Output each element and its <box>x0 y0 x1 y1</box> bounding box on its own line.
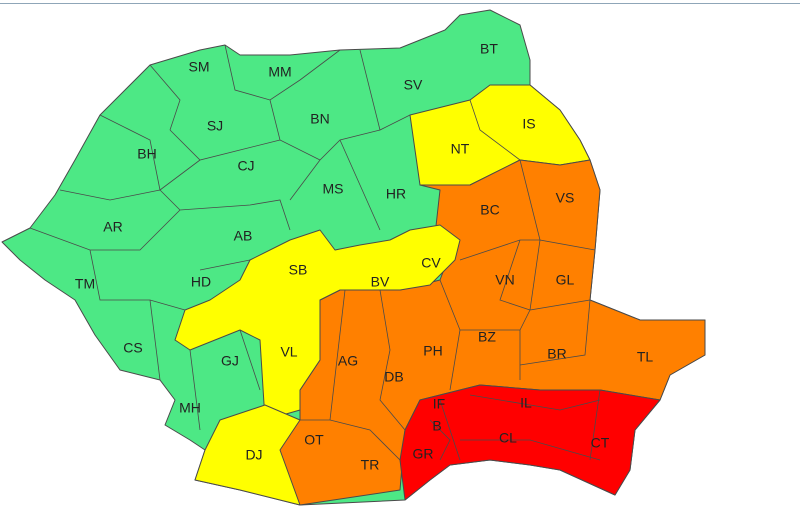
county-label-br[interactable]: BR <box>547 346 566 362</box>
county-label-b[interactable]: B <box>432 418 441 434</box>
county-label-is[interactable]: IS <box>522 116 535 132</box>
county-label-bz[interactable]: BZ <box>478 329 496 345</box>
county-label-ot[interactable]: OT <box>304 432 324 448</box>
yellow-alert-zone-center <box>174 224 461 421</box>
top-divider-line <box>0 3 800 4</box>
county-label-sj[interactable]: SJ <box>207 118 223 134</box>
county-label-tl[interactable]: TL <box>637 349 654 365</box>
county-label-tm[interactable]: TM <box>75 276 95 292</box>
county-label-db[interactable]: DB <box>384 369 403 385</box>
county-label-bv[interactable]: BV <box>371 274 390 290</box>
red-alert-zone <box>399 384 661 501</box>
county-label-vn[interactable]: VN <box>495 272 514 288</box>
county-label-ab[interactable]: AB <box>234 228 253 244</box>
county-label-sv[interactable]: SV <box>404 77 423 93</box>
county-label-sb[interactable]: SB <box>289 262 308 278</box>
county-label-mm[interactable]: MM <box>268 64 291 80</box>
county-label-gr[interactable]: GR <box>413 446 434 462</box>
county-label-dj[interactable]: DJ <box>245 447 262 463</box>
county-label-hr[interactable]: HR <box>386 186 406 202</box>
county-label-if[interactable]: IF <box>433 396 445 412</box>
county-label-gl[interactable]: GL <box>556 272 575 288</box>
county-label-cs[interactable]: CS <box>123 340 142 356</box>
county-label-ms[interactable]: MS <box>323 181 344 197</box>
county-label-cj[interactable]: CJ <box>237 158 254 174</box>
county-label-il[interactable]: IL <box>520 395 532 411</box>
county-label-cv[interactable]: CV <box>421 255 441 271</box>
county-label-ag[interactable]: AG <box>338 353 358 369</box>
county-label-tr[interactable]: TR <box>361 457 380 473</box>
county-label-bn[interactable]: BN <box>310 111 329 127</box>
county-label-nt[interactable]: NT <box>451 141 470 157</box>
county-label-bt[interactable]: BT <box>480 41 498 57</box>
county-label-ph[interactable]: PH <box>423 343 442 359</box>
county-label-mh[interactable]: MH <box>179 400 201 416</box>
county-label-vl[interactable]: VL <box>280 344 297 360</box>
county-label-hd[interactable]: HD <box>191 274 211 290</box>
county-label-sm[interactable]: SM <box>189 59 210 75</box>
county-label-ct[interactable]: CT <box>591 435 610 451</box>
county-label-bh[interactable]: BH <box>137 146 156 162</box>
county-label-cl[interactable]: CL <box>499 430 517 446</box>
county-label-bc[interactable]: BC <box>480 202 499 218</box>
county-label-gj[interactable]: GJ <box>221 353 239 369</box>
county-label-vs[interactable]: VS <box>556 190 575 206</box>
county-borders <box>29 44 601 461</box>
county-label-ar[interactable]: AR <box>103 219 122 235</box>
county-labels: SM MM BT SV SJ BN BH CJ MS HR AR AB TM H… <box>75 41 653 473</box>
